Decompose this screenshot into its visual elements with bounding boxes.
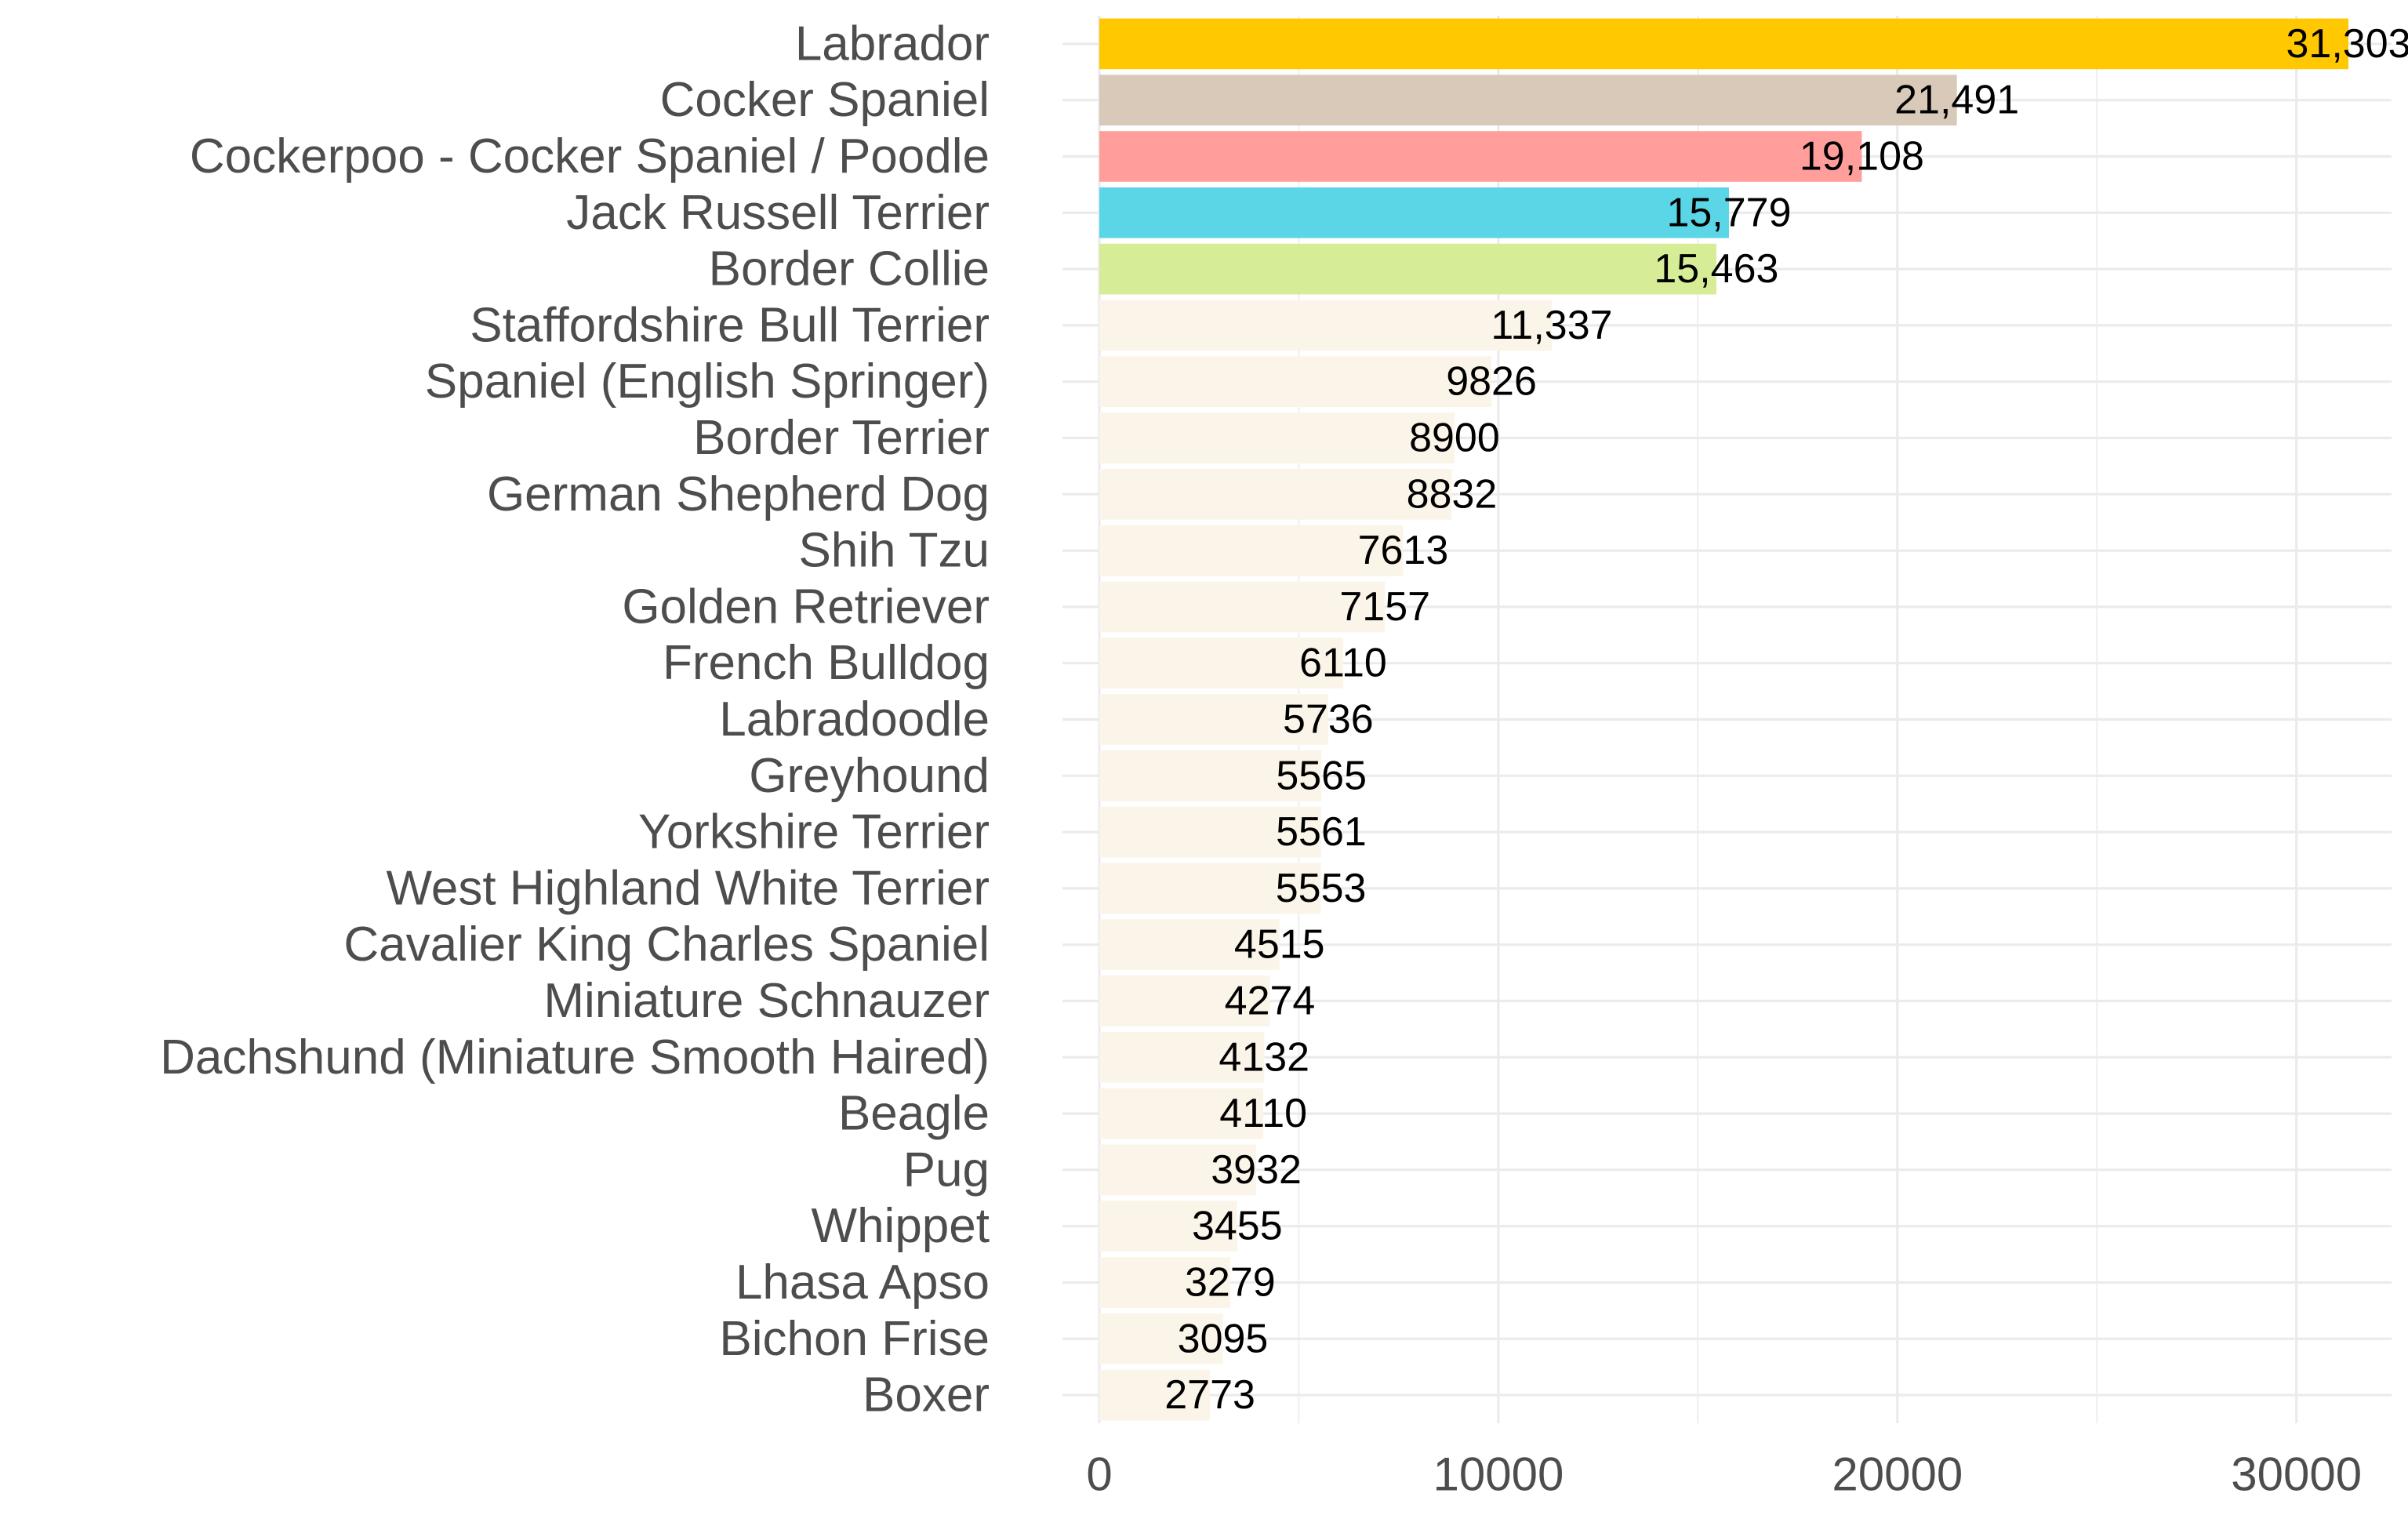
bar xyxy=(1099,1369,1211,1421)
bar-value-label: 4274 xyxy=(1225,979,1316,1024)
category-label: Pug xyxy=(903,1143,990,1197)
category-label: Border Collie xyxy=(709,242,990,296)
bar-value-label: 4110 xyxy=(1219,1091,1307,1136)
bar xyxy=(1099,412,1455,463)
category-label: French Bulldog xyxy=(663,636,990,690)
bar-value-label: 19,108 xyxy=(1800,134,1924,180)
bar xyxy=(1099,525,1404,576)
bar-value-label: 9826 xyxy=(1446,359,1537,405)
bar-value-label: 5565 xyxy=(1276,753,1367,798)
category-label: Golden Retriever xyxy=(622,579,990,634)
x-tick-label: 10000 xyxy=(1433,1448,1564,1501)
bar-value-label: 11,337 xyxy=(1491,303,1612,348)
bar-value-label: 6110 xyxy=(1299,641,1387,686)
bar xyxy=(1099,356,1492,408)
bar-value-label: 8832 xyxy=(1407,471,1498,517)
category-label: Boxer xyxy=(863,1368,990,1422)
category-label: Jack Russell Terrier xyxy=(566,186,990,240)
x-tick-label: 0 xyxy=(1086,1448,1112,1501)
category-label: Whippet xyxy=(812,1199,990,1253)
bar xyxy=(1099,74,1957,126)
category-label: Shih Tzu xyxy=(798,524,990,578)
bar-value-label: 3932 xyxy=(1211,1147,1302,1193)
category-label: Cocker Spaniel xyxy=(660,73,990,127)
x-axis-tick-labels: 0 10000 20000 30000 xyxy=(1086,1448,2362,1501)
bars xyxy=(1099,18,2349,1421)
x-tick-label: 30000 xyxy=(2231,1448,2362,1501)
bar xyxy=(1099,919,1280,971)
category-label: Labradoodle xyxy=(719,692,990,747)
bar-value-label: 8900 xyxy=(1409,416,1500,461)
bar-value-label: 3095 xyxy=(1178,1316,1269,1361)
category-label: German Shepherd Dog xyxy=(487,467,990,521)
category-label: West Highland White Terrier xyxy=(386,861,990,915)
bar-value-label: 4515 xyxy=(1234,922,1325,968)
category-label: Border Terrier xyxy=(693,411,990,465)
bar xyxy=(1099,1144,1257,1196)
x-tick-label: 20000 xyxy=(1832,1448,1963,1501)
bar-value-label: 5736 xyxy=(1283,697,1374,743)
bar-value-label: 15,463 xyxy=(1654,246,1778,292)
bar xyxy=(1099,806,1321,858)
bar xyxy=(1099,1201,1237,1252)
bar xyxy=(1099,975,1270,1026)
category-label: Spaniel (English Springer) xyxy=(425,354,990,409)
bar xyxy=(1099,863,1321,914)
bar-value-label: 3455 xyxy=(1192,1204,1283,1249)
bar-value-label: 21,491 xyxy=(1894,78,2019,123)
bar xyxy=(1099,1031,1265,1083)
bar-value-label: 31,303 xyxy=(2286,21,2408,67)
bar xyxy=(1099,1257,1230,1308)
category-label: Dachshund (Miniature Smooth Haired) xyxy=(160,1030,990,1084)
bar xyxy=(1099,581,1386,633)
bar-value-label: 7157 xyxy=(1339,584,1430,630)
category-label: Staffordshire Bull Terrier xyxy=(470,298,990,352)
bar xyxy=(1099,131,1862,182)
category-label: Miniature Schnauzer xyxy=(543,974,990,1028)
bar-value-label: 5553 xyxy=(1276,866,1367,911)
bar xyxy=(1099,300,1552,351)
category-label: Cavalier King Charles Spaniel xyxy=(343,917,990,972)
bar xyxy=(1099,243,1716,295)
category-label: Bichon Frise xyxy=(719,1312,990,1366)
bar xyxy=(1099,187,1729,238)
bar-value-label: 3279 xyxy=(1185,1260,1276,1306)
bar xyxy=(1099,18,2349,70)
bar-value-label: 15,779 xyxy=(1666,190,1791,235)
bar xyxy=(1099,694,1328,745)
category-label: Greyhound xyxy=(749,749,990,803)
bar xyxy=(1099,1313,1223,1364)
bar-value-label: 7613 xyxy=(1358,528,1449,573)
bar-value-label: 4132 xyxy=(1219,1034,1309,1080)
bar-value-label: 2773 xyxy=(1164,1372,1255,1418)
bar xyxy=(1099,638,1343,689)
category-label: Cockerpoo - Cocker Spaniel / Poodle xyxy=(190,129,990,183)
category-label: Lhasa Apso xyxy=(735,1255,990,1310)
category-label: Beagle xyxy=(838,1087,990,1141)
category-label: Yorkshire Terrier xyxy=(638,805,990,859)
bar-value-label: 5561 xyxy=(1276,809,1367,855)
bar xyxy=(1099,750,1322,801)
category-label: Labrador xyxy=(795,16,990,71)
bar xyxy=(1099,1088,1264,1139)
bar xyxy=(1099,468,1452,520)
